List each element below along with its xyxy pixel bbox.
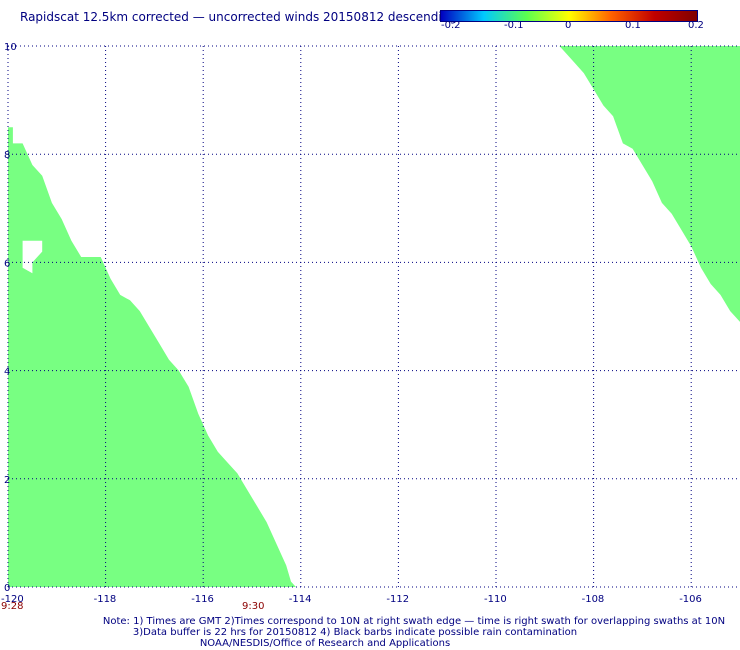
y-tick-label: 4: [4, 367, 10, 378]
y-tick-label: 6: [4, 258, 10, 269]
x-tick-label: -114: [289, 594, 312, 605]
colorbar-tick-label: 0: [565, 20, 572, 31]
colorbar-tick-label: 0.2: [688, 20, 704, 31]
footer-note-2: 3)Data buffer is 22 hrs for 20150812 4) …: [132, 627, 578, 638]
y-tick-label: 2: [4, 475, 10, 486]
chart-title: Rapidscat 12.5km corrected — uncorrected…: [20, 10, 457, 24]
footer-credit: NOAA/NESDIS/Office of Research and Appli…: [199, 638, 451, 649]
time-label: 9:30: [242, 601, 264, 612]
swath-left: [8, 127, 296, 587]
x-tick-label: -112: [386, 594, 409, 605]
y-tick-label: 0: [4, 583, 10, 594]
x-tick-label: -108: [582, 594, 605, 605]
colorbar: [440, 10, 698, 22]
colorbar-tick-label: 0.1: [625, 20, 641, 31]
x-tick-label: -110: [484, 594, 507, 605]
time-label: 9:28: [1, 601, 23, 612]
y-tick-label: 8: [4, 150, 10, 161]
x-tick-label: -118: [94, 594, 117, 605]
footer-note-1: Note: 1) Times are GMT 2)Times correspon…: [102, 616, 726, 627]
swath-right: [559, 46, 740, 322]
swath-gap: [22, 240, 43, 274]
colorbar-tick-label: -0.2: [441, 20, 461, 31]
x-tick-label: -120: [1, 594, 24, 605]
y-tick-label: 10: [4, 42, 17, 53]
x-tick-label: -106: [679, 594, 702, 605]
colorbar-tick-label: -0.1: [504, 20, 524, 31]
x-tick-label: -116: [191, 594, 214, 605]
footer-notes: Note: 1) Times are GMT 2)Times correspon…: [0, 616, 740, 649]
